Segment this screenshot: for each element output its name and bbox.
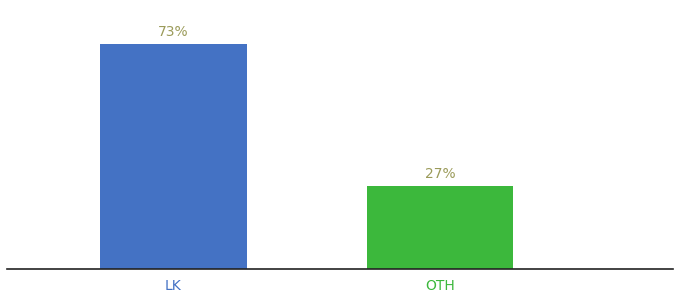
Text: 73%: 73%: [158, 26, 189, 39]
Bar: [100, 44, 247, 269]
Text: 27%: 27%: [424, 167, 455, 182]
Bar: [367, 186, 513, 269]
